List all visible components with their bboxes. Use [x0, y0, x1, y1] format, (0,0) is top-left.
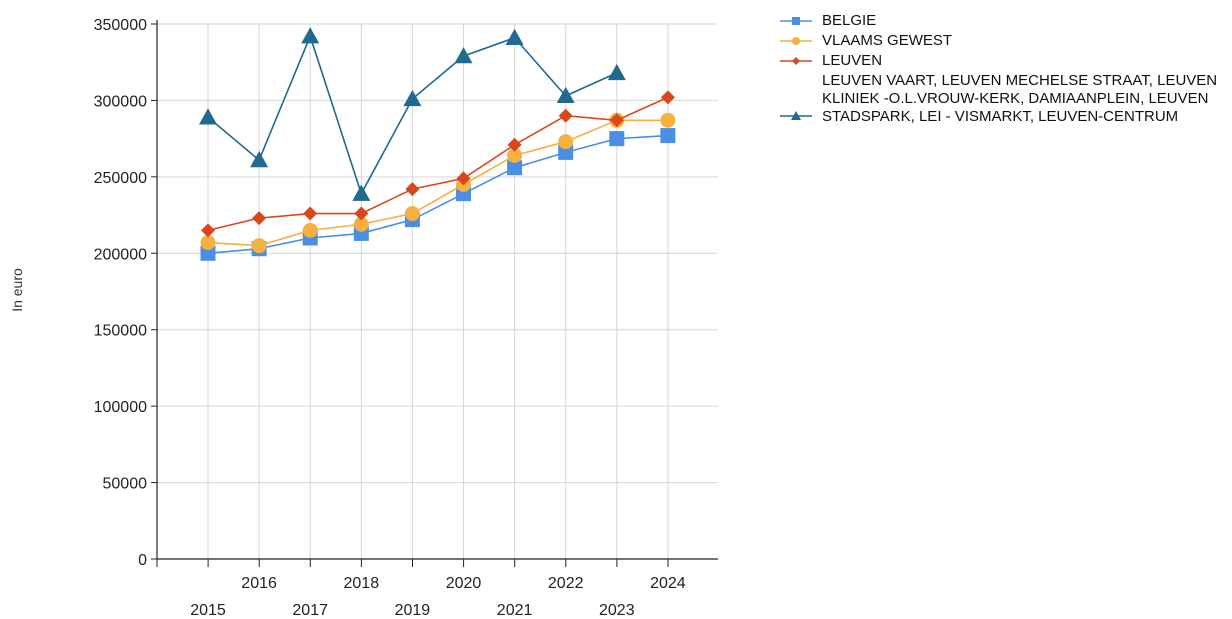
data-point	[201, 223, 215, 238]
data-point	[456, 171, 471, 186]
data-point	[250, 151, 269, 168]
legend-item: VLAAMS GEWEST	[778, 32, 1232, 50]
data-point	[607, 63, 626, 81]
data-point	[556, 86, 575, 104]
data-point	[507, 160, 523, 176]
y-tick-label: 250000	[94, 170, 147, 187]
legend-item: LEUVEN VAART, LEUVEN MECHELSE STRAAT, LE…	[778, 72, 1232, 126]
data-point	[199, 108, 217, 125]
x-tick-label: 2016	[241, 575, 277, 592]
x-tick-label: 2023	[599, 602, 635, 619]
data-point	[609, 131, 625, 147]
data-point	[609, 113, 624, 128]
series-4	[199, 27, 626, 201]
data-point	[353, 216, 369, 232]
x-tick-label: 2022	[548, 575, 584, 592]
legend-label: VLAAMS GEWEST	[822, 32, 953, 49]
legend-marker	[792, 37, 800, 45]
data-point	[507, 137, 522, 152]
legend-label: LEUVEN	[822, 52, 883, 69]
data-point	[558, 144, 574, 160]
data-point	[352, 184, 371, 201]
x-tick-label: 2017	[292, 602, 328, 619]
x-tick-label: 2024	[650, 575, 686, 592]
legend: BELGIE VLAAMS GEWEST LEUVEN LEUVEN VAART, L…	[778, 12, 1232, 128]
data-point	[660, 112, 676, 128]
y-tick-label: 50000	[103, 476, 148, 493]
data-point	[507, 147, 523, 163]
legend-item: LEUVEN	[778, 52, 1232, 70]
data-point	[558, 108, 573, 123]
y-tick-label: 0	[138, 552, 147, 569]
series-lines	[199, 27, 676, 261]
data-point	[302, 222, 318, 238]
data-point	[301, 27, 320, 44]
axes: 0 50000 100000 150000 200000 250000 300000 3500…	[94, 17, 718, 619]
data-point	[252, 211, 267, 226]
legend-item: BELGIE	[778, 12, 1232, 30]
x-tick-label: 2018	[344, 575, 380, 592]
x-tick-label: 2019	[395, 602, 431, 619]
legend-marker	[791, 111, 801, 120]
series-line	[207, 119, 668, 247]
x-tick-label: 2021	[497, 602, 533, 619]
data-point	[405, 182, 420, 197]
series-line	[207, 96, 669, 232]
y-tick-label: 300000	[94, 93, 147, 110]
x-tick-label: 2015	[190, 602, 226, 619]
y-tick-label: 200000	[94, 246, 147, 263]
data-point	[558, 134, 574, 150]
data-point	[404, 206, 420, 222]
y-tick-label: 100000	[94, 399, 147, 416]
data-point	[354, 206, 369, 221]
data-point	[505, 28, 524, 45]
data-point	[454, 47, 473, 64]
data-point	[660, 90, 675, 105]
grid-lines	[157, 23, 718, 560]
legend-label: LEUVEN VAART, LEUVEN MECHELSE STRAAT, LE…	[822, 72, 1218, 125]
series-1	[200, 128, 676, 261]
data-point	[660, 128, 676, 144]
legend-swatch	[780, 111, 812, 120]
data-point	[303, 206, 318, 221]
y-axis-label: In euro	[9, 268, 25, 312]
legend-marker	[792, 57, 800, 65]
legend-swatch	[780, 17, 812, 25]
x-tick-label: 2020	[446, 575, 482, 592]
data-point	[200, 245, 216, 261]
y-tick-label: 150000	[94, 323, 147, 340]
legend-label: BELGIE	[822, 12, 877, 29]
legend-swatch	[780, 57, 812, 65]
data-point	[251, 238, 267, 254]
data-point	[403, 89, 422, 107]
legend-marker	[792, 17, 800, 25]
y-tick-label: 350000	[94, 17, 147, 34]
series-line	[207, 134, 668, 255]
legend-swatch	[780, 37, 812, 45]
data-point	[200, 235, 216, 251]
series-3	[201, 90, 675, 238]
